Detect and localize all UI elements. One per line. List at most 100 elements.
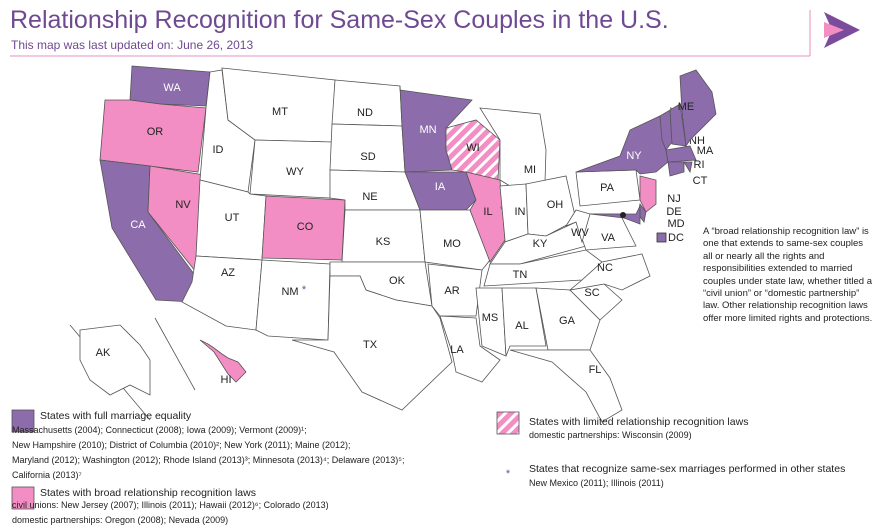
state-label: AZ bbox=[221, 267, 235, 279]
legend-detail: California (2013)⁷ bbox=[12, 470, 82, 480]
state-shape bbox=[129, 65, 211, 107]
state-label: ND bbox=[357, 107, 373, 119]
state-shape bbox=[575, 115, 669, 175]
state-shape bbox=[439, 315, 501, 383]
state-shape bbox=[535, 287, 601, 351]
legend-title: States with broad relationship recogniti… bbox=[40, 487, 256, 499]
state-label: PA bbox=[600, 182, 615, 194]
state-label: WI bbox=[466, 142, 479, 154]
state-label: OH bbox=[547, 199, 564, 211]
state-shape bbox=[589, 205, 641, 225]
state-shape bbox=[667, 161, 685, 177]
state-label: IA bbox=[435, 181, 446, 193]
state-shape bbox=[255, 259, 331, 341]
state-label: NC bbox=[597, 262, 613, 274]
legend-detail: Maryland (2012); Washington (2012); Rhod… bbox=[12, 455, 405, 465]
state-shape bbox=[683, 161, 693, 174]
legend-detail: New Mexico (2011); Illinois (2011) bbox=[529, 478, 664, 488]
state-label: OK bbox=[389, 275, 406, 287]
state-label: DE bbox=[666, 206, 681, 218]
legend-title: States that recognize same-sex marriages… bbox=[529, 463, 846, 475]
state-label: CA bbox=[130, 219, 146, 231]
state-label: NV bbox=[175, 199, 191, 211]
state-label: MA bbox=[697, 145, 714, 157]
state-label: FL bbox=[589, 364, 602, 376]
state-label: NE bbox=[362, 191, 377, 203]
legend-asterisk: * bbox=[506, 468, 511, 480]
state-shape bbox=[568, 253, 651, 291]
legend-swatch bbox=[496, 411, 520, 435]
state-shape bbox=[665, 145, 697, 163]
state-shape bbox=[331, 79, 403, 127]
legend-detail: civil unions: New Jersey (2007); Illinoi… bbox=[12, 500, 329, 510]
legend-detail: New Hampshire (2010); District of Columb… bbox=[12, 440, 351, 450]
nav-arrow[interactable] bbox=[824, 12, 860, 48]
legend-detail: Massachusetts (2004); Connecticut (2008)… bbox=[12, 425, 307, 435]
legend-title: States with full marriage equality bbox=[40, 410, 192, 422]
state-asterisk: * bbox=[302, 284, 307, 296]
state-shape bbox=[427, 263, 483, 317]
state-shape bbox=[679, 69, 717, 148]
state-shape bbox=[639, 175, 657, 213]
state-label: NJ bbox=[667, 193, 680, 205]
state-shape bbox=[404, 171, 477, 211]
state-label: ID bbox=[213, 144, 224, 156]
legend-swatch bbox=[11, 486, 35, 510]
state-label: KS bbox=[376, 236, 391, 248]
state-label: DC bbox=[668, 232, 684, 244]
inset-divider bbox=[154, 317, 196, 391]
legend-detail: domestic partnerships: Oregon (2008); Ne… bbox=[12, 515, 229, 525]
state-label: LA bbox=[450, 344, 464, 356]
state-label: WA bbox=[163, 82, 181, 94]
state-label: CO bbox=[297, 221, 314, 233]
state-label: TX bbox=[363, 339, 378, 351]
state-label: IN bbox=[515, 206, 526, 218]
state-label: GA bbox=[559, 315, 576, 327]
state-shape bbox=[659, 109, 673, 151]
state-label: WY bbox=[286, 166, 304, 178]
state-shape bbox=[329, 123, 406, 173]
state-label: MI bbox=[524, 164, 536, 176]
state-label: AK bbox=[96, 347, 111, 359]
state-shape bbox=[291, 275, 453, 411]
state-shape bbox=[199, 339, 247, 383]
state-label: MT bbox=[272, 106, 288, 118]
state-shape bbox=[501, 287, 547, 357]
state-label: MS bbox=[482, 312, 499, 324]
state-label: RI bbox=[694, 159, 705, 171]
title: Relationship Recognition for Same-Sex Co… bbox=[10, 6, 669, 34]
state-label: NH bbox=[689, 135, 705, 147]
state-label: OR bbox=[147, 126, 164, 138]
state-label: NY bbox=[626, 150, 642, 162]
dc-dot bbox=[620, 212, 626, 218]
subtitle: This map was last updated on: June 26, 2… bbox=[11, 38, 254, 52]
state-label: TN bbox=[513, 269, 528, 281]
state-label: HI bbox=[221, 374, 232, 386]
state-label: MN bbox=[419, 124, 436, 136]
state-shape bbox=[419, 209, 491, 271]
state-label: IL bbox=[483, 206, 492, 218]
state-label: UT bbox=[225, 212, 240, 224]
state-shape bbox=[525, 175, 577, 237]
legend-detail: domestic partnerships: Wisconsin (2009) bbox=[529, 430, 692, 440]
state-label: CT bbox=[693, 175, 708, 187]
state-label: AR bbox=[444, 285, 459, 297]
legend-swatch bbox=[11, 409, 35, 433]
note: A “broad relationship recognition law” i… bbox=[703, 226, 873, 324]
state-label: SD bbox=[360, 151, 375, 163]
state-label: WV bbox=[571, 227, 589, 239]
state-label: MD bbox=[667, 218, 684, 230]
state-label: NM bbox=[281, 286, 298, 298]
state-label: KY bbox=[533, 238, 548, 250]
state-label: VA bbox=[601, 232, 616, 244]
state-shape bbox=[565, 209, 591, 244]
state-shape bbox=[509, 349, 623, 423]
state-shape bbox=[79, 324, 151, 396]
state-shape bbox=[656, 232, 667, 243]
state-label: ME bbox=[678, 101, 695, 113]
legend-title: States with limited relationship recogni… bbox=[529, 416, 749, 428]
state-label: MO bbox=[443, 238, 461, 250]
state-label: SC bbox=[584, 287, 599, 299]
